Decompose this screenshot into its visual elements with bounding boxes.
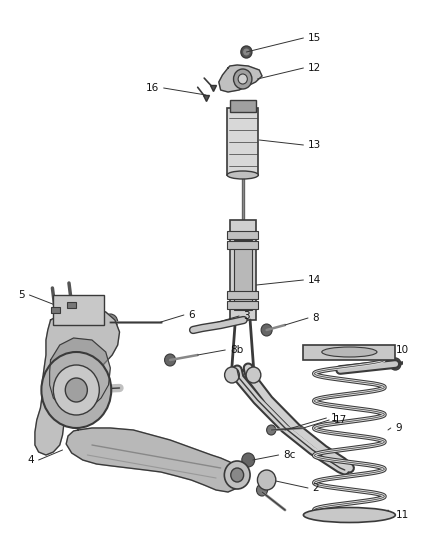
Bar: [227, 108, 258, 175]
Polygon shape: [35, 308, 120, 455]
Text: 11: 11: [396, 510, 409, 520]
Polygon shape: [219, 65, 262, 92]
Circle shape: [103, 314, 118, 330]
Circle shape: [65, 378, 87, 402]
Bar: [53, 295, 104, 325]
Bar: [233, 240, 252, 310]
Bar: [67, 302, 76, 308]
Circle shape: [225, 367, 239, 383]
Bar: [227, 241, 258, 249]
Circle shape: [261, 324, 272, 336]
Circle shape: [390, 358, 401, 370]
Bar: [50, 307, 60, 313]
Text: 8c: 8c: [283, 450, 296, 460]
Circle shape: [246, 367, 261, 383]
Text: 9: 9: [396, 423, 402, 433]
Text: 10: 10: [396, 345, 409, 355]
Text: 12: 12: [308, 63, 321, 73]
Circle shape: [267, 425, 276, 435]
Circle shape: [165, 354, 176, 366]
Text: 1: 1: [331, 413, 338, 423]
Circle shape: [242, 453, 254, 467]
Circle shape: [257, 484, 268, 496]
Text: 2: 2: [313, 483, 319, 493]
Ellipse shape: [304, 507, 396, 522]
Circle shape: [233, 69, 252, 89]
Circle shape: [258, 470, 276, 490]
Text: 6: 6: [188, 310, 195, 320]
Circle shape: [53, 365, 99, 415]
Bar: [227, 291, 258, 299]
Text: 14: 14: [308, 275, 321, 285]
Circle shape: [244, 49, 249, 55]
Bar: [304, 345, 396, 360]
Text: 4: 4: [28, 455, 34, 465]
Bar: [230, 220, 256, 320]
Text: 15: 15: [308, 33, 321, 43]
Circle shape: [41, 352, 111, 428]
Bar: [227, 301, 258, 309]
Text: 8: 8: [313, 313, 319, 323]
Circle shape: [224, 461, 250, 489]
Text: 17: 17: [334, 415, 347, 425]
Ellipse shape: [322, 347, 377, 357]
Text: 7: 7: [437, 345, 438, 355]
Text: 8b: 8b: [230, 345, 243, 355]
Circle shape: [241, 46, 252, 58]
Polygon shape: [66, 428, 241, 492]
Bar: [230, 100, 256, 112]
Bar: [227, 231, 258, 239]
Text: 5: 5: [18, 290, 25, 300]
Text: 16: 16: [146, 83, 159, 93]
Circle shape: [238, 74, 247, 84]
Text: 13: 13: [308, 140, 321, 150]
Text: 3: 3: [244, 311, 250, 321]
Circle shape: [231, 468, 244, 482]
Ellipse shape: [227, 171, 258, 179]
Polygon shape: [49, 338, 110, 412]
